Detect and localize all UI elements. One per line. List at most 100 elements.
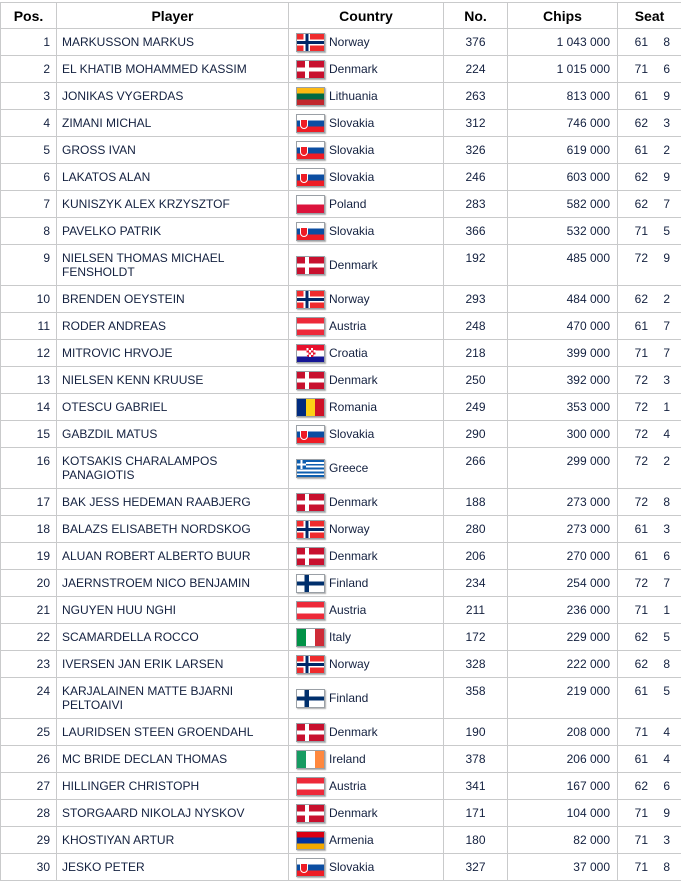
player-name-cell: MARKUSSON MARKUS [57,29,289,56]
country-cell: Slovakia [289,854,444,881]
country-label: Norway [329,522,370,536]
country-cell: Lithuania [289,83,444,110]
chips-cell: 603 000 [508,164,618,191]
country-flag-icon [296,520,325,539]
player-number-cell: 378 [444,746,508,773]
player-number-cell: 376 [444,29,508,56]
country-cell: Norway [289,29,444,56]
table-number: 71 [622,806,648,820]
country-label: Slovakia [329,116,374,130]
position-cell: 25 [1,719,57,746]
country-label: Croatia [329,346,368,360]
country-label: Armenia [329,833,374,847]
player-number-cell: 188 [444,489,508,516]
position-cell: 6 [1,164,57,191]
seat-cell: 62 3 [618,110,681,137]
chips-cell: 813 000 [508,83,618,110]
position-cell: 15 [1,421,57,448]
country-cell: Armenia [289,827,444,854]
table-row: 13 NIELSEN KENN KRUUSE Denmark 250 392 0… [1,367,681,394]
country-flag-icon [296,425,325,444]
table-row: 11 RODER ANDREAS Austria 248 470 000 61 … [1,313,681,340]
table-row: 28 STORGAARD NIKOLAJ NYSKOV Denmark 171 … [1,800,681,827]
position-cell: 21 [1,597,57,624]
chips-cell: 273 000 [508,516,618,543]
chips-cell: 37 000 [508,854,618,881]
chips-cell: 229 000 [508,624,618,651]
column-header-country: Country [289,3,444,29]
position-cell: 29 [1,827,57,854]
chips-cell: 399 000 [508,340,618,367]
seat-cell: 62 8 [618,651,681,678]
table-number: 71 [622,603,648,617]
country-label: Slovakia [329,860,374,874]
seat-number: 7 [648,319,681,333]
position-cell: 18 [1,516,57,543]
chips-cell: 222 000 [508,651,618,678]
table-number: 72 [622,373,648,387]
country-label: Italy [329,630,351,644]
seat-number: 9 [648,806,681,820]
table-row: 16 KOTSAKIS CHARALAMPOS PANAGIOTIS Greec… [1,448,681,489]
country-flag-icon [296,750,325,769]
seat-number: 9 [648,170,681,184]
player-name-cell: GROSS IVAN [57,137,289,164]
player-number-cell: 172 [444,624,508,651]
table-row: 4 ZIMANI MICHAL Slovakia 312 746 000 62 … [1,110,681,137]
table-row: 26 MC BRIDE DECLAN THOMAS Ireland 378 20… [1,746,681,773]
seat-cell: 61 6 [618,543,681,570]
country-flag-icon [296,141,325,160]
country-cell: Denmark [289,367,444,394]
player-number-cell: 180 [444,827,508,854]
country-cell: Austria [289,597,444,624]
country-cell: Slovakia [289,110,444,137]
seat-number: 8 [648,495,681,509]
seat-number: 1 [648,400,681,414]
seat-number: 3 [648,522,681,536]
column-header-pos: Pos. [1,3,57,29]
table-number: 62 [622,630,648,644]
country-label: Norway [329,35,370,49]
player-number-cell: 250 [444,367,508,394]
player-number-cell: 248 [444,313,508,340]
chips-cell: 270 000 [508,543,618,570]
country-label: Denmark [329,62,378,76]
seat-number: 2 [648,454,681,468]
seat-cell: 71 8 [618,854,681,881]
player-name-cell: OTESCU GABRIEL [57,394,289,421]
chips-cell: 582 000 [508,191,618,218]
country-label: Finland [329,576,368,590]
seat-cell: 72 9 [618,245,681,286]
country-label: Slovakia [329,143,374,157]
country-flag-icon [296,655,325,674]
country-cell: Slovakia [289,421,444,448]
player-name-cell: BAK JESS HEDEMAN RAABJERG [57,489,289,516]
flag-emblem [300,173,308,183]
player-number-cell: 326 [444,137,508,164]
table-row: 25 LAURIDSEN STEEN GROENDAHL Denmark 190… [1,719,681,746]
table-row: 24 KARJALAINEN MATTE BJARNI PELTOAIVI Fi… [1,678,681,719]
table-number: 61 [622,522,648,536]
table-row: 5 GROSS IVAN Slovakia 326 619 000 61 2 [1,137,681,164]
seat-cell: 71 7 [618,340,681,367]
player-number-cell: 327 [444,854,508,881]
flag-emblem [300,227,308,237]
seat-number: 6 [648,549,681,563]
seat-cell: 62 6 [618,773,681,800]
table-number: 71 [622,224,648,238]
table-row: 8 PAVELKO PATRIK Slovakia 366 532 000 71… [1,218,681,245]
country-flag-icon [296,87,325,106]
country-cell: Finland [289,570,444,597]
column-header-no: No. [444,3,508,29]
position-cell: 2 [1,56,57,83]
country-flag-icon [296,831,325,850]
seat-cell: 71 9 [618,800,681,827]
standings-body: 1 MARKUSSON MARKUS Norway 376 1 043 000 … [1,29,681,881]
country-cell: Croatia [289,340,444,367]
seat-cell: 71 5 [618,218,681,245]
seat-cell: 61 7 [618,313,681,340]
seat-number: 8 [648,35,681,49]
position-cell: 4 [1,110,57,137]
player-number-cell: 341 [444,773,508,800]
